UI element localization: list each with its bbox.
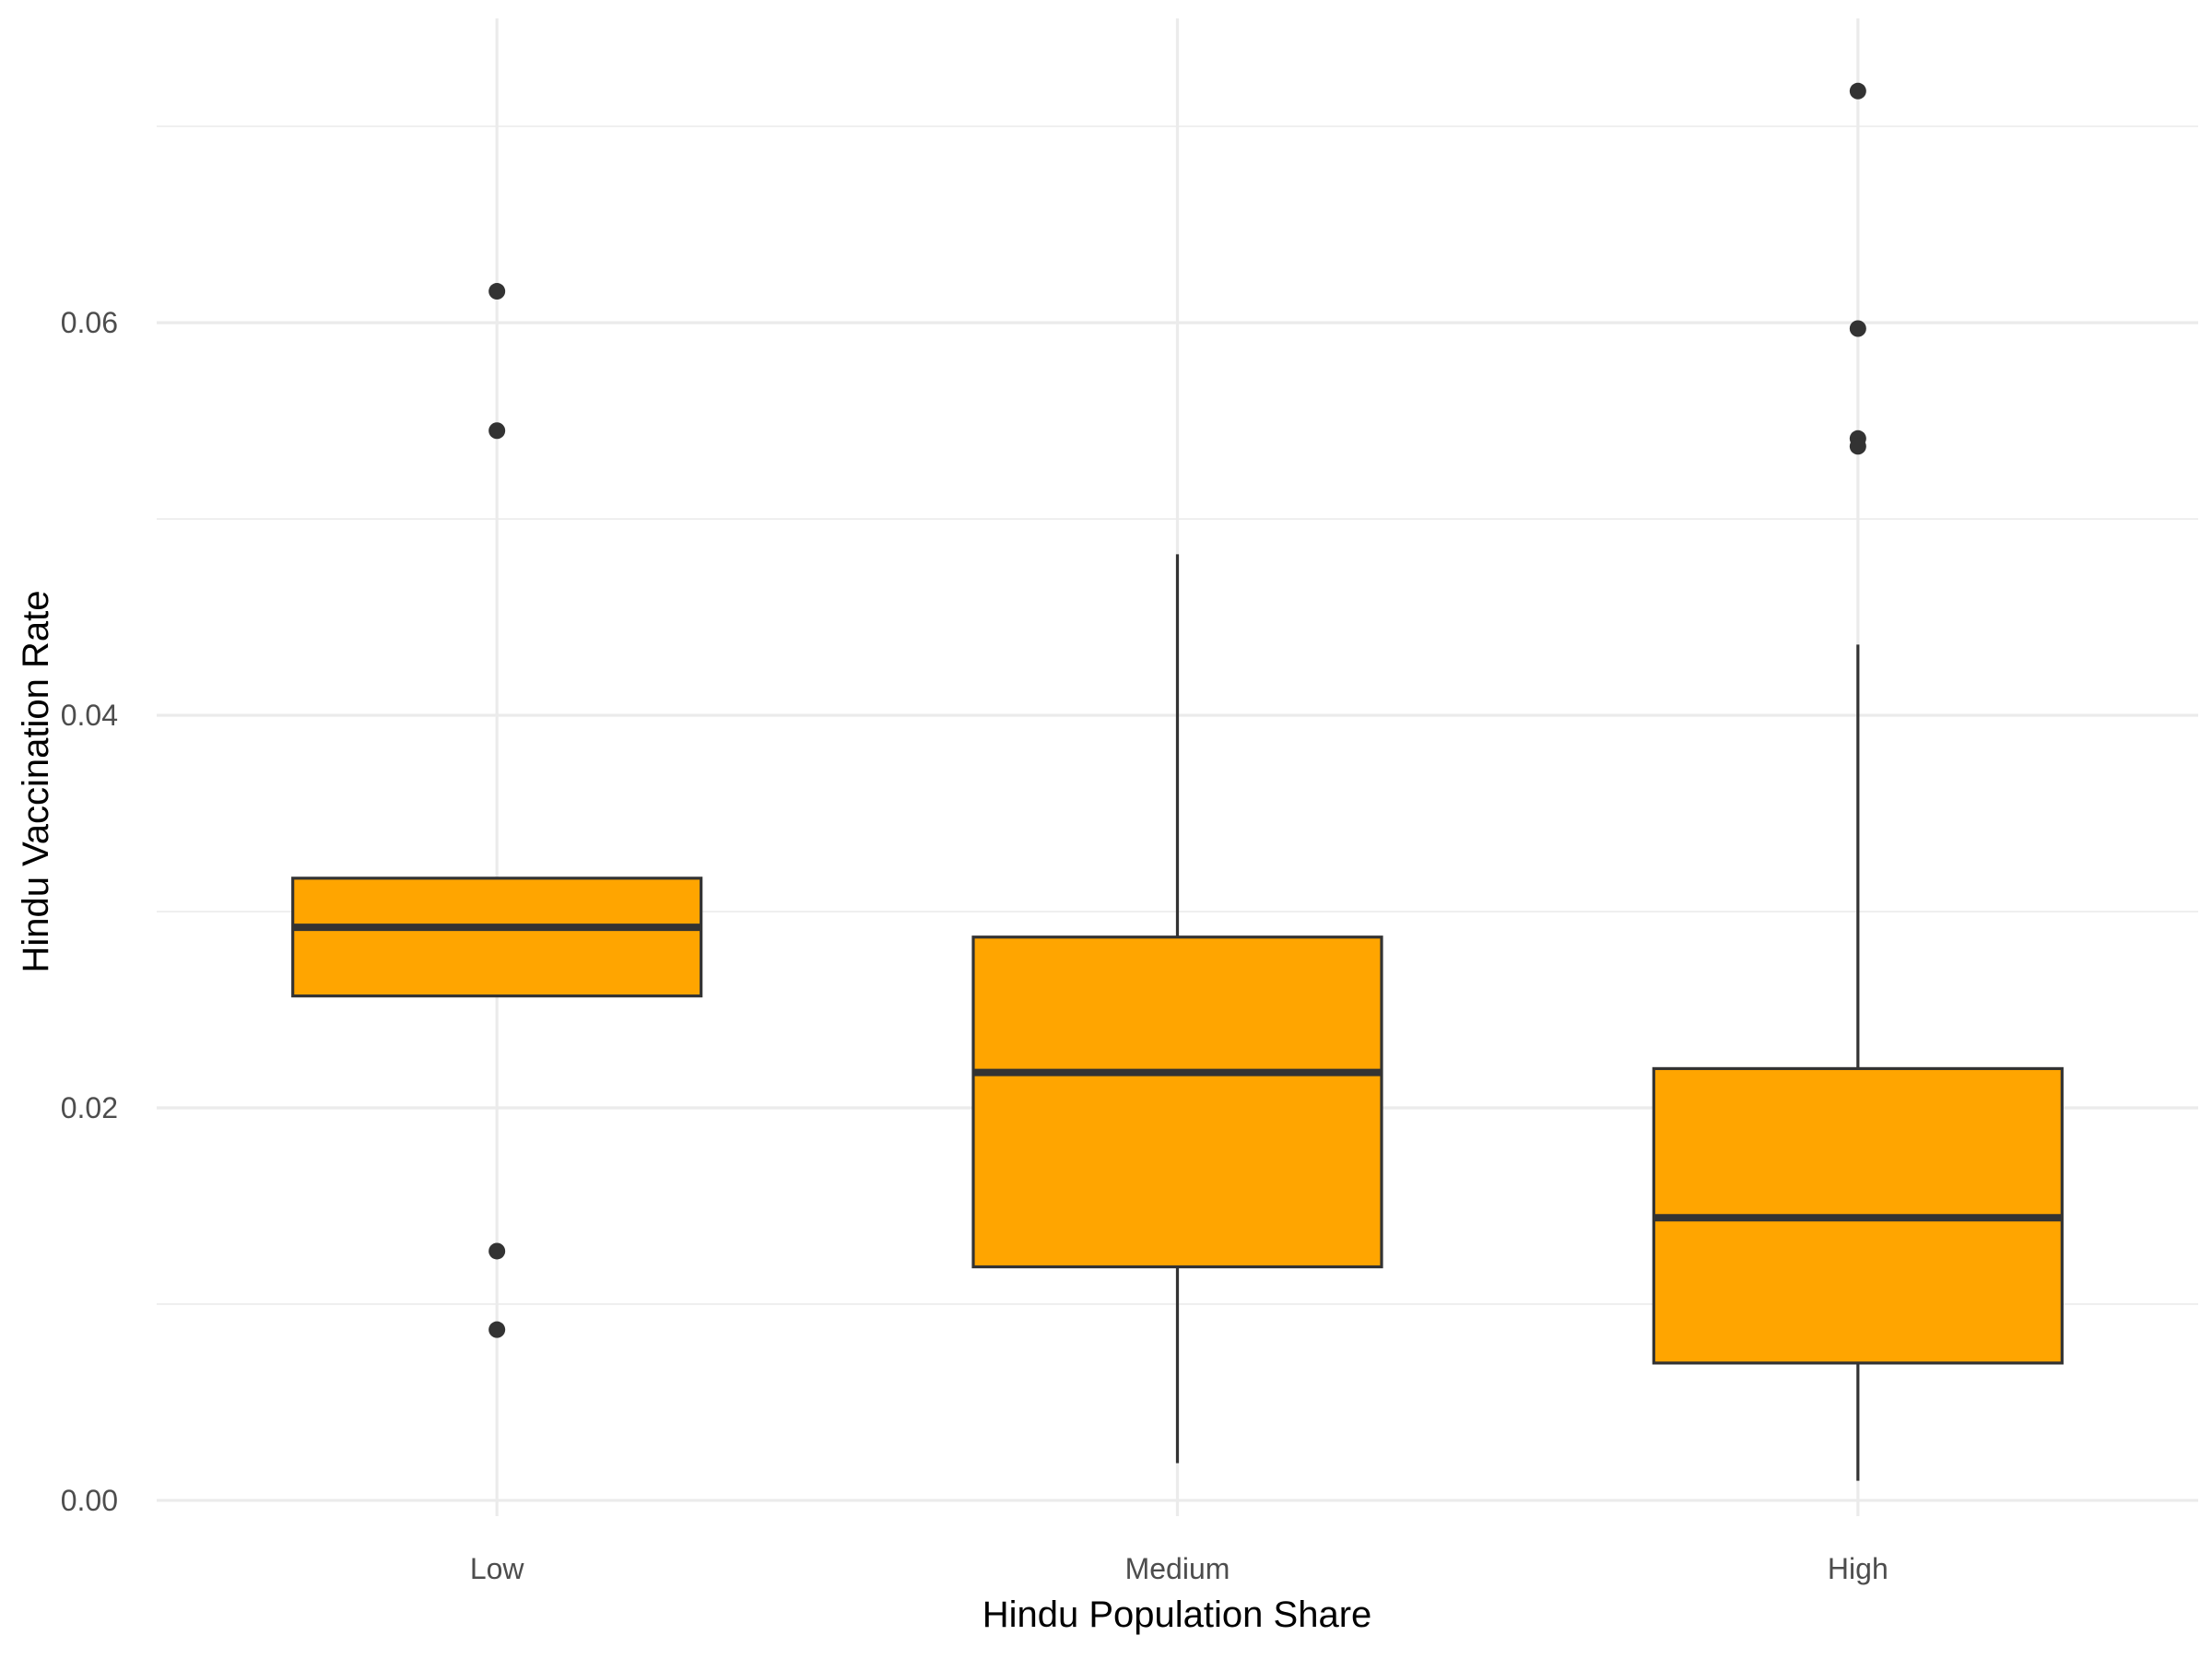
outlier-point bbox=[488, 1242, 506, 1260]
outlier-point bbox=[1849, 320, 1866, 337]
y-tick-label: 0.00 bbox=[61, 1484, 118, 1517]
box-high bbox=[1652, 82, 2064, 1481]
iqr-box bbox=[291, 877, 703, 998]
x-axis-tick-labels: Low Medium High bbox=[470, 1552, 1888, 1585]
boxes bbox=[291, 82, 2064, 1481]
outlier-point bbox=[1849, 82, 1866, 100]
x-tick-label: Low bbox=[470, 1552, 525, 1585]
box-medium bbox=[971, 554, 1383, 1464]
outlier-point bbox=[488, 422, 506, 440]
x-tick-label: High bbox=[1828, 1552, 1888, 1585]
x-axis-title: Hindu Population Share bbox=[982, 1594, 1372, 1635]
iqr-box bbox=[971, 935, 1383, 1269]
x-tick-label: Medium bbox=[1125, 1552, 1230, 1585]
box-low bbox=[291, 283, 703, 1338]
outlier-point bbox=[488, 1321, 506, 1338]
y-tick-label: 0.02 bbox=[61, 1091, 118, 1124]
y-axis-tick-labels: 0.00 0.02 0.04 0.06 bbox=[61, 306, 118, 1517]
y-axis-title: Hindu Vaccination Rate bbox=[16, 590, 56, 972]
outlier-point bbox=[1849, 438, 1866, 455]
y-tick-label: 0.04 bbox=[61, 699, 118, 732]
outlier-point bbox=[488, 283, 506, 300]
y-tick-label: 0.06 bbox=[61, 306, 118, 339]
